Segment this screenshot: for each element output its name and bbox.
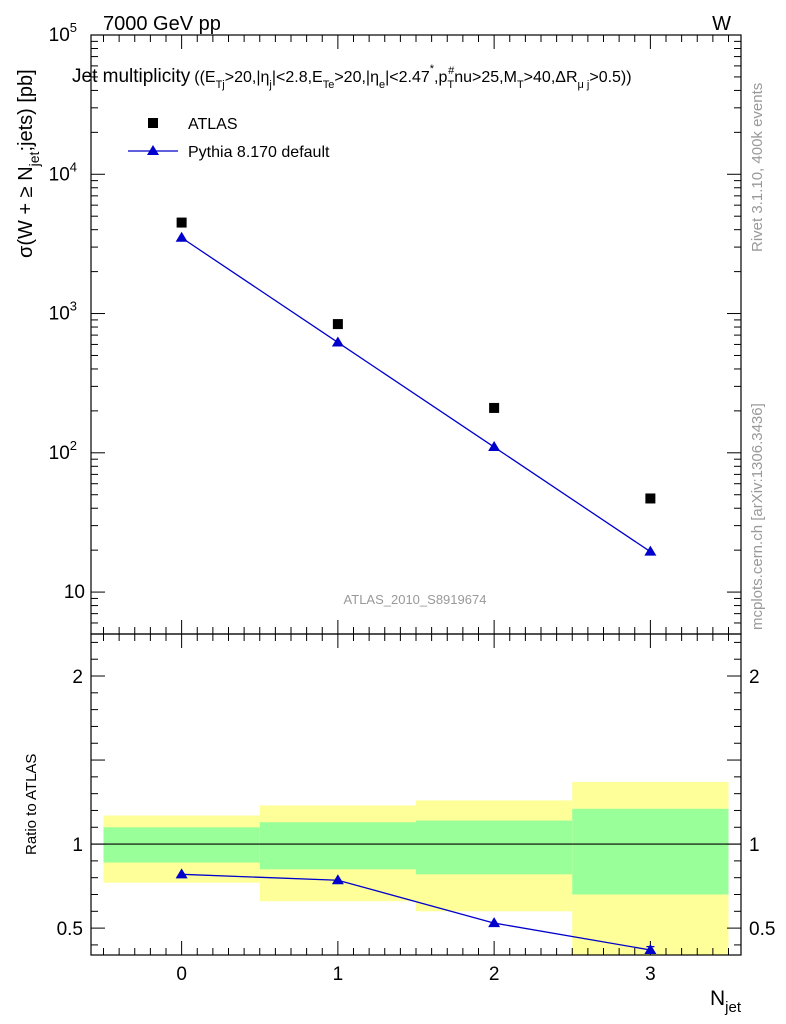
header-right: W: [712, 13, 731, 35]
ratio-ytick-label-right: 0.5: [749, 919, 775, 940]
legend-pythia-label: Pythia 8.170 default: [188, 144, 330, 161]
pythia-point: [644, 545, 657, 556]
ratio-bands: [103, 781, 729, 955]
main-ytick-label: 104: [49, 159, 77, 185]
main-axes: 10 102 103 104 105: [49, 20, 742, 635]
xlabel: Njet: [710, 987, 742, 1016]
pythia-line: [181, 237, 651, 553]
xtick-label: 2: [489, 964, 500, 985]
ratio-series: [175, 868, 657, 954]
legend-atlas-label: ATLAS: [188, 116, 238, 133]
green-band-3: [572, 808, 729, 895]
header-left: 7000 GeV pp: [103, 13, 221, 35]
legend-atlas-marker: [148, 118, 158, 128]
main-ylabel: σ(W + ≥ Njet;jets) [pb]: [15, 69, 42, 258]
atlas-point: [332, 319, 343, 330]
main-ytick-label: 102: [49, 438, 77, 464]
ratio-axes: 0.5 0.5 1 1 2 2 0 1 2 3: [57, 633, 775, 985]
pythia-point: [488, 441, 501, 452]
main-series: [175, 217, 657, 556]
ratio-point: [488, 917, 501, 928]
xtick-label: 3: [645, 964, 656, 985]
green-band-2: [416, 820, 573, 875]
xtick-label: 1: [333, 964, 344, 985]
ratio-ytick-label-right: 1: [749, 835, 760, 856]
atlas-point: [645, 493, 656, 504]
ratio-line: [181, 873, 651, 951]
ratio-ytick-label-left: 2: [72, 667, 83, 688]
ratio-point: [331, 874, 344, 885]
green-band-0: [103, 827, 260, 863]
mcplots-url-text: mcplots.cern.ch [arXiv:1306.3436]: [749, 403, 766, 630]
ratio-ytick-label-left: 1: [72, 835, 83, 856]
main-ytick-label: 10: [64, 582, 85, 603]
pythia-point: [175, 231, 188, 242]
xtick-label: 0: [176, 964, 187, 985]
ratio-ytick-label-left: 0.5: [57, 919, 83, 940]
legend-pythia-marker: [147, 145, 159, 155]
analysis-id-watermark: ATLAS_2010_S8919674: [344, 592, 487, 607]
plot-title: Jet multiplicity ((ETj>20,|ηj|<2.8,ETe>20…: [72, 63, 632, 91]
main-ytick-label: 103: [49, 299, 77, 325]
pythia-point: [331, 336, 344, 347]
atlas-point: [489, 402, 500, 413]
legend: ATLAS Pythia 8.170 default: [128, 116, 330, 161]
ratio-ylabel: Ratio to ATLAS: [23, 754, 40, 855]
ratio-point: [175, 868, 188, 879]
green-band-1: [259, 822, 416, 870]
atlas-point: [176, 217, 187, 228]
ratio-point: [644, 943, 657, 954]
rivet-version-text: Rivet 3.1.10, 400k events: [749, 83, 766, 252]
ratio-ytick-label-right: 2: [749, 667, 760, 688]
main-ytick-label: 105: [49, 20, 77, 46]
